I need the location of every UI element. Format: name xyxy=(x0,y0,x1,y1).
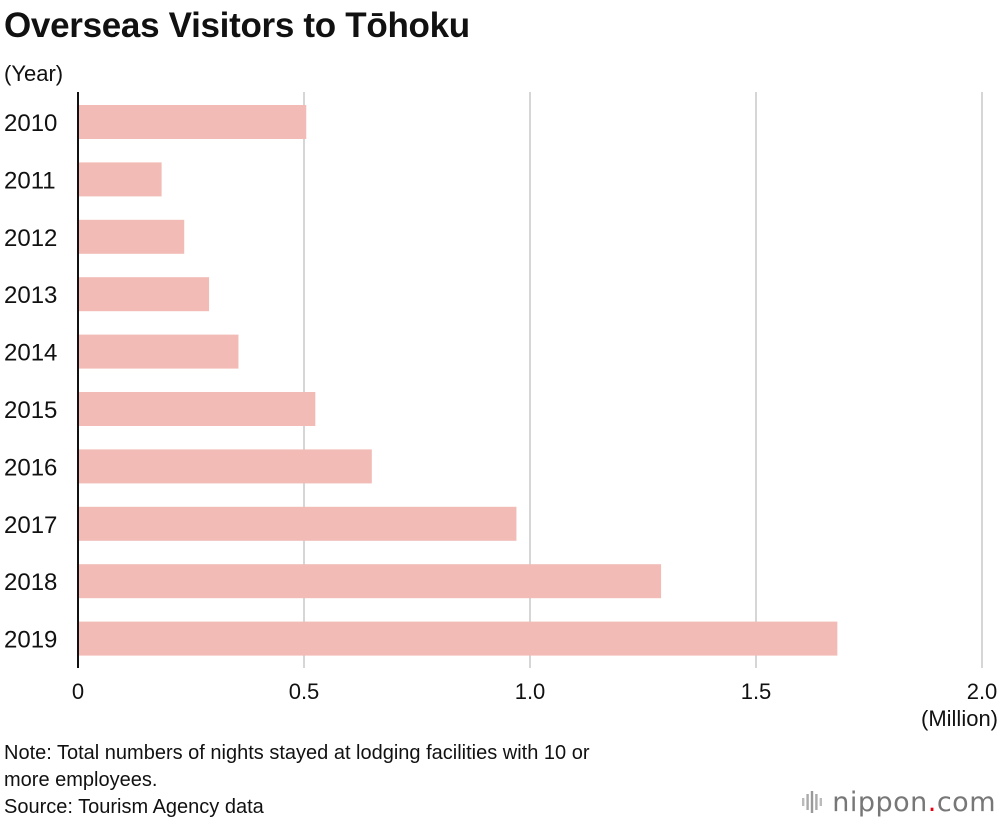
logo-wordmark: nippon.com xyxy=(832,787,996,818)
note-line-1: Note: Total numbers of nights stayed at … xyxy=(4,742,590,764)
y-axis-unit-label: (Year) xyxy=(4,61,64,86)
x-tick-label: 0 xyxy=(72,679,84,704)
bar-2016 xyxy=(78,449,372,484)
x-tick-labels: 0 0.5 1.0 1.5 2.0 xyxy=(72,679,997,704)
bar-chart: 2010 2011 2012 2013 2014 2015 2016 2017 2018 2019… xyxy=(4,92,997,704)
chart-title: Overseas Visitors to Tōhoku xyxy=(4,6,470,45)
year-label-2015: 2015 xyxy=(4,397,57,424)
year-label-2013: 2013 xyxy=(4,282,57,309)
bar-2011 xyxy=(78,162,162,197)
year-label-2014: 2014 xyxy=(4,340,57,367)
bar-2010 xyxy=(78,105,307,139)
year-label-2019: 2019 xyxy=(4,627,57,654)
x-axis-unit-label: (Million) xyxy=(921,706,998,731)
year-label-2011: 2011 xyxy=(4,167,56,194)
year-label-2017: 2017 xyxy=(4,512,57,539)
x-tick-label: 1.5 xyxy=(741,679,772,704)
logo-word: nippon xyxy=(832,786,928,818)
x-tick-label: 2.0 xyxy=(967,679,998,704)
bar-2019 xyxy=(78,621,838,656)
bar-2015 xyxy=(78,392,316,426)
year-label-2016: 2016 xyxy=(4,454,57,481)
logo-dot: . xyxy=(927,786,937,818)
year-label-2012: 2012 xyxy=(4,225,57,252)
bar-2012 xyxy=(78,219,185,254)
category-labels: 2010 2011 2012 2013 2014 2015 2016 2017 2018 2019 xyxy=(4,110,57,654)
source-line: Source: Tourism Agency data xyxy=(4,796,264,818)
nippon-logo: nippon.com xyxy=(802,784,996,820)
bars xyxy=(78,105,838,656)
x-tick-label: 0.5 xyxy=(289,679,320,704)
bar-2014 xyxy=(78,334,239,369)
footnote: Note: Total numbers of nights stayed at … xyxy=(4,740,590,821)
bar-2018 xyxy=(78,564,662,599)
note-line-2: more employees. xyxy=(4,769,158,791)
logo-tld: com xyxy=(936,786,996,818)
x-tick-label: 1.0 xyxy=(515,679,546,704)
year-label-2018: 2018 xyxy=(4,569,57,596)
year-label-2010: 2010 xyxy=(4,110,57,137)
sound-wave-icon xyxy=(802,791,823,813)
bar-2017 xyxy=(78,506,517,541)
bar-2013 xyxy=(78,277,210,312)
